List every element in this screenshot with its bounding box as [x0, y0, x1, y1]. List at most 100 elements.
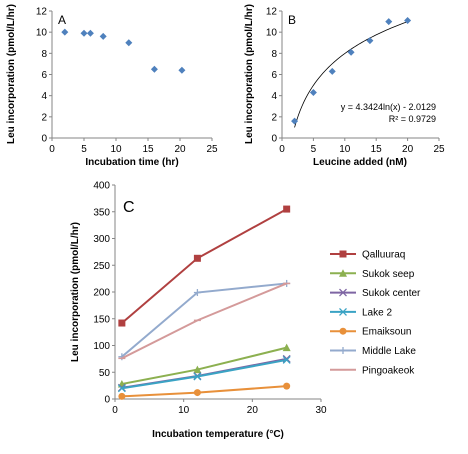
panel-b: B Leucine added (nM) Leu incorporation (…: [244, 4, 445, 168]
panel-b-point: [291, 117, 299, 125]
panel-b-x-tick-label: 25: [433, 144, 445, 155]
panel-a-point: [86, 29, 94, 37]
panel-b-point: [309, 88, 317, 96]
panel-a-point: [99, 32, 107, 40]
panel-b-x-tick-label: 15: [371, 144, 383, 155]
panel-c-y-tick-label: 50: [99, 368, 111, 379]
panel-b-xlabel: Leucine added (nM): [313, 157, 407, 168]
series-point-lake-2: [117, 384, 126, 393]
legend-label-sukok-seep: Sukok seep: [362, 269, 415, 280]
series-point-emaiksoun: [283, 382, 291, 390]
panel-c-y-tick-label: 350: [93, 207, 110, 218]
series-point-qalluuraq: [283, 205, 291, 213]
panel-c-x-tick-label: 0: [112, 405, 118, 416]
legend-marker-lake-2: [339, 307, 347, 316]
series-point-lake-2: [282, 355, 291, 364]
legend-label-pingoakeok: Pingoakeok: [362, 365, 415, 376]
panel-c-y-tick-label: 150: [93, 314, 110, 325]
legend-marker-emaiksoun: [339, 327, 347, 335]
panel-b-trend-r2: R² = 0.9729: [389, 114, 436, 124]
series-point-qalluuraq: [118, 319, 126, 327]
panel-c-xlabel: Incubation temperature (°C): [152, 429, 284, 440]
series-point-sukok-seep: [282, 343, 291, 352]
panel-c-label: C: [123, 199, 135, 216]
panel-a-x-tick-label: 0: [49, 144, 55, 155]
panel-a-xlabel: Incubation time (hr): [85, 157, 178, 168]
panel-b-point: [404, 17, 412, 25]
panel-a-y-tick-label: 0: [41, 134, 47, 145]
legend-label-lake-2: Lake 2: [362, 307, 392, 318]
panel-b-y-tick-label: 10: [266, 28, 278, 39]
panel-b-x-tick-label: 5: [311, 144, 317, 155]
panel-c-ylabel: Leu incorporation (pmol/L/hr): [70, 222, 81, 362]
panel-c-x-tick-label: 20: [247, 405, 259, 416]
panel-c: C Incubation temperature (°C) Leu incorp…: [70, 181, 327, 441]
legend-item-sukok-center: Sukok center: [330, 288, 421, 299]
legend-label-qalluuraq: Qalluuraq: [362, 250, 405, 261]
series-point-qalluuraq: [193, 254, 201, 262]
panel-b-y-tick-label: 0: [271, 134, 277, 145]
panel-b-point: [385, 18, 393, 26]
legend-label-middle-lake: Middle Lake: [362, 346, 416, 357]
panel-a-ylabel: Leu incorporation (pmol/L/hr): [6, 4, 17, 144]
panel-b-label: B: [288, 13, 296, 27]
series-point-sukok-seep: [193, 365, 202, 374]
panel-a-plot-area: [52, 11, 212, 138]
panel-a-y-tick-label: 2: [41, 112, 47, 123]
panel-b-y-tick-label: 2: [271, 112, 277, 123]
legend-marker-middle-lake: [339, 347, 347, 354]
panel-c-x-tick-label: 10: [178, 405, 190, 416]
panel-b-point: [328, 67, 336, 75]
legend-item-sukok-seep: Sukok seep: [330, 269, 415, 280]
panel-c-plot-area: [115, 185, 321, 399]
panel-a-y-tick-label: 8: [41, 49, 47, 60]
panel-a-y-tick-label: 12: [36, 7, 48, 18]
panel-a-point: [150, 65, 158, 73]
series-point-middle-lake: [193, 289, 201, 297]
panel-a-y-tick-label: 4: [41, 91, 47, 102]
panel-a-x-tick-label: 25: [206, 144, 218, 155]
legend-item-emaiksoun: Emaiksoun: [330, 327, 411, 338]
panel-c-y-tick-label: 250: [93, 261, 110, 272]
panel-b-ylabel: Leu incorporation (pmol/L/hr): [244, 4, 255, 144]
panel-c-y-tick-label: 400: [93, 181, 110, 192]
panel-a-point: [80, 29, 88, 37]
panel-a-x-tick-label: 20: [174, 144, 186, 155]
panel-c-y-tick-label: 200: [93, 288, 110, 299]
panel-b-y-tick-label: 6: [271, 70, 277, 81]
panel-c-y-tick-label: 100: [93, 341, 110, 352]
legend-marker-sukok-seep: [339, 269, 347, 277]
panel-c-legend: Qalluuraq Sukok seep Sukok center Lake 2 Ema…: [330, 250, 421, 376]
series-point-emaiksoun: [118, 392, 126, 400]
panel-a-x-tick-label: 15: [142, 144, 154, 155]
panel-b-x-tick-label: 10: [339, 144, 351, 155]
panel-b-y-tick-label: 4: [271, 91, 277, 102]
panel-b-x-tick-label: 20: [402, 144, 414, 155]
panel-c-x-tick-label: 30: [315, 405, 327, 416]
panel-a: A Incubation time (hr) Leu incorporation…: [6, 4, 218, 168]
panel-b-point: [347, 48, 355, 56]
legend-item-pingoakeok: Pingoakeok: [330, 365, 415, 376]
panel-a-y-tick-label: 10: [36, 28, 48, 39]
panel-a-point: [125, 39, 133, 47]
legend-item-middle-lake: Middle Lake: [330, 346, 416, 357]
panel-b-plot-area: [282, 11, 439, 138]
panel-b-x-tick-label: 0: [279, 144, 285, 155]
legend-marker-qalluuraq: [339, 250, 347, 258]
panel-c-y-tick-label: 0: [104, 395, 110, 406]
series-point-emaiksoun: [193, 389, 201, 397]
panel-a-x-tick-label: 10: [110, 144, 122, 155]
panel-b-trend-equation: y = 4.3424ln(x) - 2.0129: [341, 102, 436, 112]
series-point-lake-2: [193, 372, 202, 381]
legend-label-sukok-center: Sukok center: [362, 288, 421, 299]
panel-c-y-tick-label: 300: [93, 234, 110, 245]
panel-b-y-tick-label: 8: [271, 49, 277, 60]
panel-b-point: [366, 37, 374, 45]
panel-a-y-tick-label: 6: [41, 70, 47, 81]
panel-a-label: A: [58, 13, 66, 27]
panel-b-y-tick-label: 12: [266, 7, 278, 18]
legend-marker-sukok-center: [339, 288, 347, 297]
legend-item-qalluuraq: Qalluuraq: [330, 250, 405, 261]
legend-label-emaiksoun: Emaiksoun: [362, 327, 411, 338]
